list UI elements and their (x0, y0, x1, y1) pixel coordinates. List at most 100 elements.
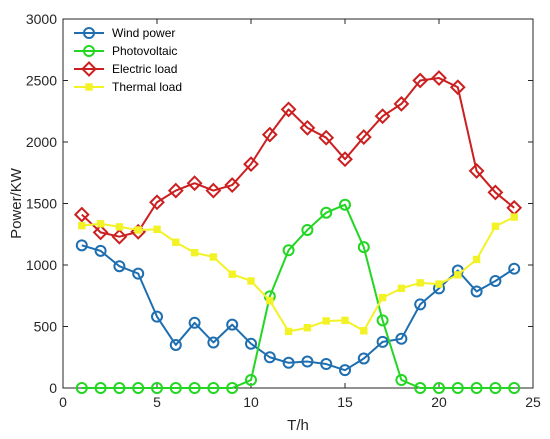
data-point (134, 226, 142, 234)
data-point (226, 318, 239, 331)
y-axis-label: Power/KW (8, 167, 25, 239)
data-point (301, 223, 314, 236)
data-point (282, 356, 295, 369)
data-point (151, 382, 163, 394)
data-point (416, 279, 424, 287)
data-point (78, 221, 86, 230)
data-point (454, 271, 462, 279)
y-tick-label: 1000 (26, 257, 57, 273)
legend-entry: Wind power (74, 26, 175, 40)
data-point (190, 249, 199, 257)
data-point (449, 79, 466, 96)
y-tick-label: 500 (34, 319, 58, 335)
data-point (376, 335, 389, 348)
data-point (188, 382, 201, 394)
data-point (360, 327, 368, 335)
data-point (487, 184, 504, 201)
series-layer (73, 70, 523, 394)
data-point (395, 374, 408, 387)
data-point (374, 108, 391, 125)
data-point (491, 222, 500, 230)
data-point (508, 262, 521, 275)
data-point (282, 244, 295, 257)
data-point (92, 224, 109, 241)
data-point (357, 352, 370, 365)
data-point (414, 382, 427, 394)
series-photovoltaic (75, 198, 521, 394)
data-point (299, 119, 316, 136)
data-point (320, 206, 333, 219)
data-point (280, 101, 297, 118)
data-point (149, 194, 165, 211)
legend-entry: Thermal load (74, 80, 182, 94)
data-point (75, 382, 88, 394)
legend-label: Electric load (112, 62, 177, 76)
legend-entry: Electric load (74, 61, 177, 77)
legend-swatch-marker (83, 27, 95, 39)
y-tick-label: 1500 (26, 196, 57, 212)
data-point (113, 260, 126, 273)
data-point (94, 382, 107, 394)
data-point (132, 382, 145, 394)
data-point (339, 198, 351, 211)
data-point (243, 156, 259, 173)
data-point (376, 314, 389, 327)
data-point (94, 244, 107, 257)
data-point (472, 255, 481, 264)
data-point (284, 327, 293, 336)
x-tick-label: 25 (525, 394, 541, 410)
data-point (73, 206, 90, 223)
data-point (132, 267, 145, 280)
data-point (228, 270, 236, 278)
legend-swatch-marker (81, 61, 97, 77)
y-tick-label: 2000 (26, 134, 57, 150)
data-point (205, 182, 222, 199)
series-electric-load (73, 70, 523, 245)
data-point (322, 317, 330, 325)
data-point (508, 382, 521, 394)
series-line (81, 203, 515, 389)
data-point (435, 280, 443, 288)
data-point (489, 274, 502, 287)
data-point (167, 182, 184, 199)
data-point (186, 175, 203, 192)
data-point (393, 95, 410, 112)
data-point (263, 351, 276, 364)
data-point (209, 253, 218, 261)
series-line (81, 77, 515, 238)
data-point (303, 324, 312, 332)
data-point (115, 223, 124, 231)
data-point (169, 338, 182, 351)
data-point (412, 72, 429, 89)
data-point (318, 129, 335, 146)
data-point (451, 382, 464, 394)
data-point (245, 337, 257, 350)
legend-label: Thermal load (112, 80, 182, 94)
data-point (431, 70, 447, 86)
data-point (207, 382, 220, 394)
x-tick-label: 5 (153, 394, 161, 410)
data-point (433, 382, 445, 394)
data-point (113, 382, 126, 394)
data-point (510, 213, 518, 221)
data-point (337, 151, 353, 168)
data-point (357, 241, 370, 254)
axis-ticks: 0 5 10 15 20 25 0 500 1000 1500 2000 2500 3000 (26, 11, 541, 410)
data-point (378, 293, 387, 302)
data-point (224, 177, 241, 193)
data-point (75, 239, 88, 252)
x-tick-label: 20 (431, 394, 447, 410)
x-tick-label: 0 (59, 394, 67, 410)
data-point (341, 316, 349, 325)
y-tick-label: 2500 (26, 73, 57, 89)
x-axis-label: T/h (287, 417, 309, 434)
legend-swatch-marker (85, 83, 93, 91)
data-point (355, 129, 372, 145)
data-point (151, 310, 163, 323)
data-point (470, 285, 483, 298)
data-point (207, 336, 220, 349)
data-point (414, 298, 427, 311)
y-tick-label: 0 (49, 380, 57, 396)
data-point (261, 126, 278, 143)
legend-entry: Photovoltaic (74, 44, 177, 58)
